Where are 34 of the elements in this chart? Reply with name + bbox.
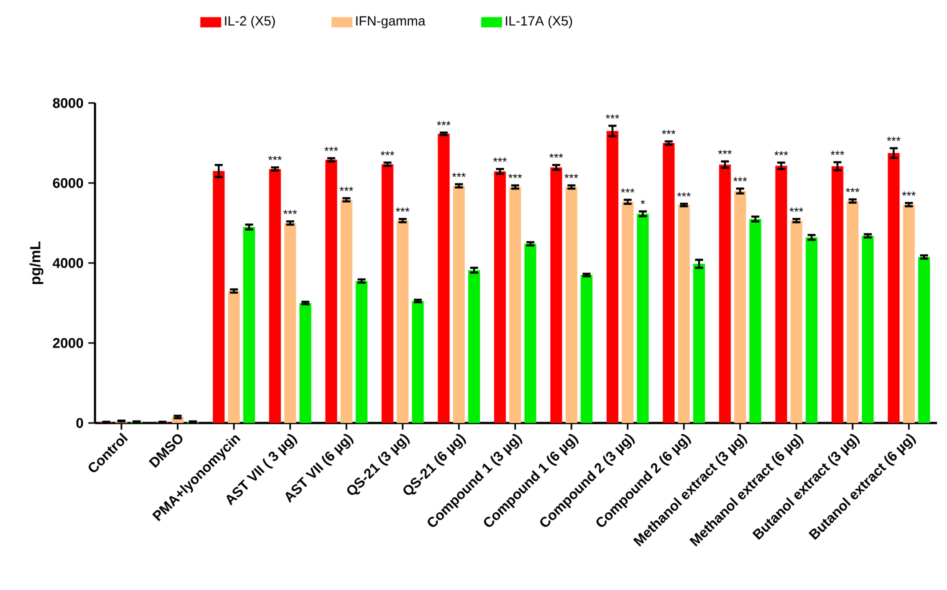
data-label: *** (340, 186, 354, 191)
data-label: *** (733, 177, 747, 182)
data-label: *** (886, 136, 900, 141)
legend-label: IL-17A (X5) (506, 16, 572, 28)
y-tick-label: 2000 (52, 338, 84, 348)
data-label: *** (790, 208, 804, 212)
data-label: *** (902, 192, 916, 196)
y-tick-label: 6000 (52, 178, 84, 188)
data-label: * (640, 200, 645, 204)
data-label: *** (324, 146, 338, 151)
data-label: *** (268, 156, 282, 160)
data-label: *** (620, 188, 634, 193)
y-tick-label: 8000 (52, 98, 84, 108)
data-label: *** (549, 154, 564, 158)
data-label: *** (606, 114, 620, 119)
data-label: *** (830, 150, 844, 155)
data-label: *** (677, 192, 691, 197)
data-label: *** (662, 130, 676, 134)
data-label: *** (396, 208, 410, 212)
y-axis-title: pg/mL (30, 241, 44, 284)
data-label: *** (508, 174, 522, 178)
data-label: *** (493, 158, 507, 162)
y-tick-label: 4000 (52, 258, 84, 268)
data-label: *** (380, 151, 394, 156)
y-tick-label: 0 (76, 418, 84, 428)
legend-label: IFN-gamma (356, 16, 426, 28)
data-label: *** (452, 172, 466, 177)
data-label: *** (283, 210, 297, 214)
data-label: *** (846, 188, 860, 192)
data-label: *** (774, 151, 788, 156)
data-label: *** (564, 174, 578, 178)
data-label: *** (436, 121, 451, 126)
data-label: *** (718, 150, 732, 154)
legend-label: IL-2 (X5) (225, 16, 275, 28)
